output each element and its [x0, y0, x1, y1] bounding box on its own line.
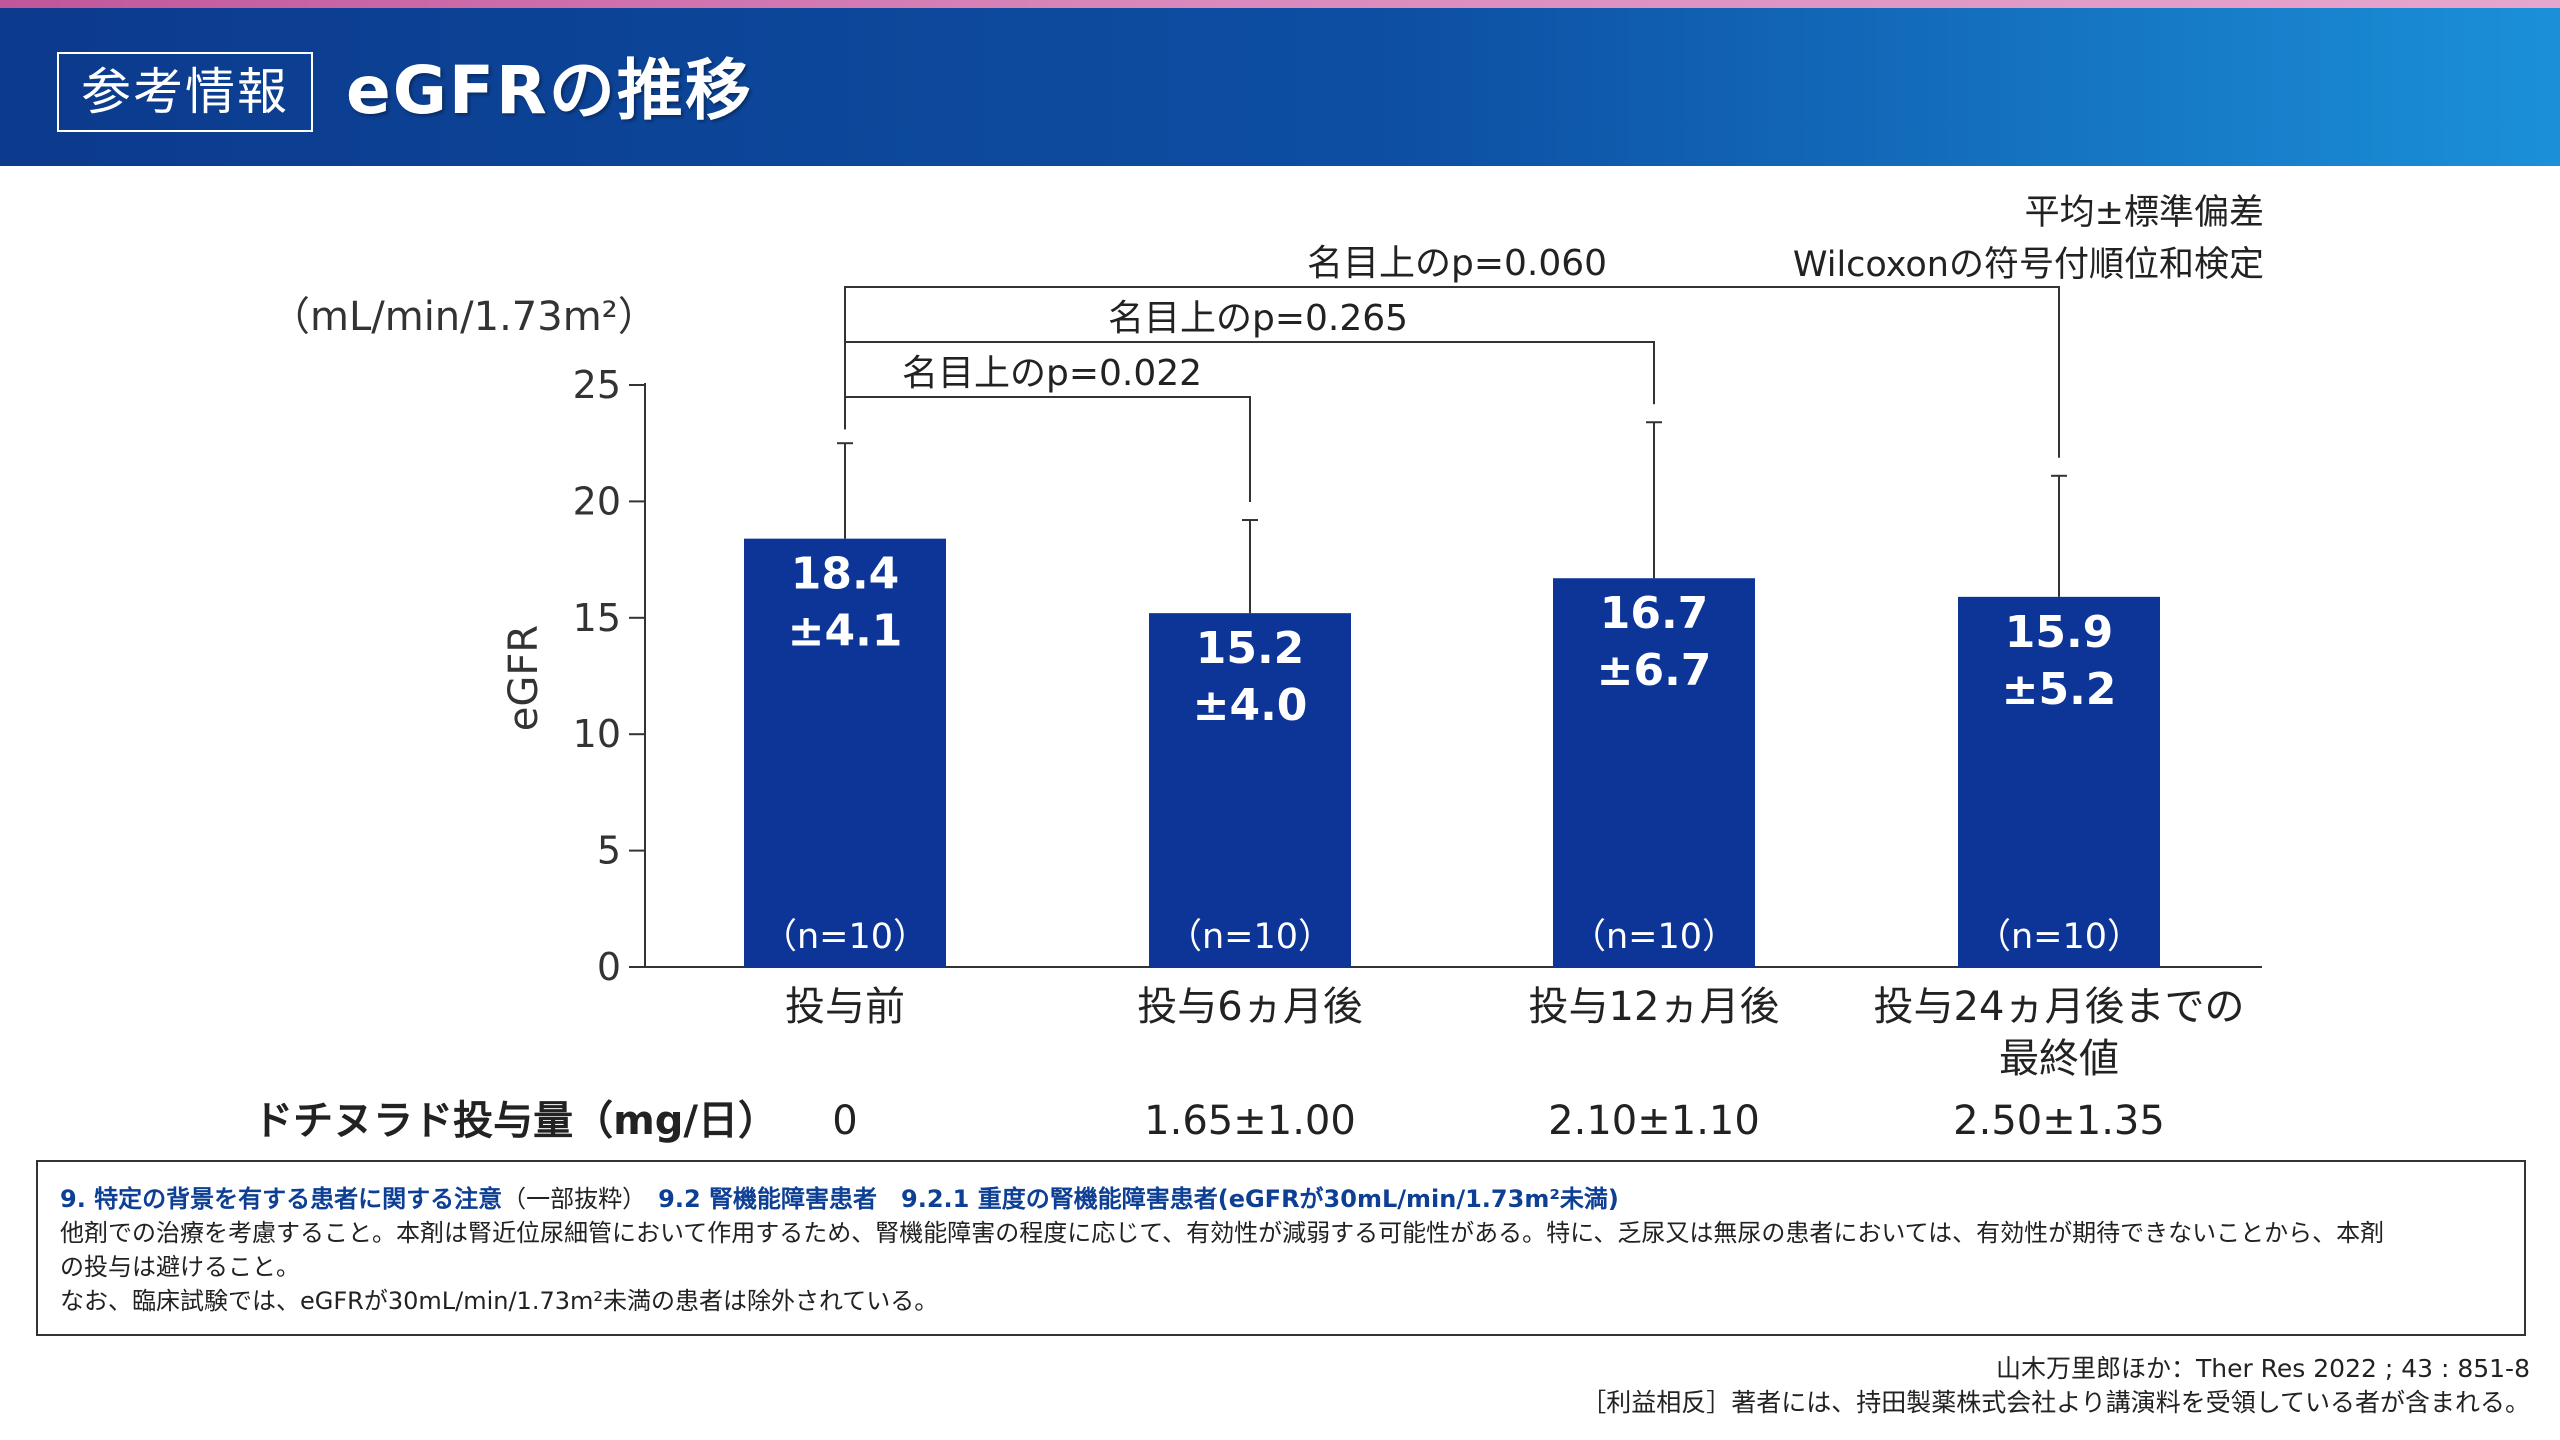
top-accent-line [0, 0, 2560, 8]
bar-n-label: （n=10） [762, 917, 928, 957]
y-axis-title: eGFR [501, 625, 547, 731]
bar-sd-label: ±4.0 [1193, 680, 1308, 731]
precaution-heading-renal: 9.2 腎機能障害患者 9.2.1 重度の腎機能障害患者(eGFRが30mL/m… [634, 1185, 1619, 1213]
category-label: 最終値 [1999, 1036, 2119, 1082]
y-tick-label: 0 [597, 945, 621, 989]
precaution-text-line3: なお、臨床試験では、eGFRが30mL/min/1.73m²未満の患者は除外され… [60, 1287, 939, 1315]
bar-n-label: （n=10） [1571, 917, 1737, 957]
dose-row-label: ドチヌラド投与量（mg/日） [253, 1098, 778, 1144]
dose-value: 2.10±1.10 [1548, 1098, 1760, 1144]
y-tick-label: 10 [573, 712, 621, 756]
bar-value-label: 15.9 [2005, 607, 2114, 658]
y-tick-label: 20 [573, 479, 621, 523]
comparison-p-label: 名目上のp=0.265 [1108, 298, 1408, 339]
stat-note-mean-sd: 平均±標準偏差 [2024, 193, 2264, 233]
bar-n-label: （n=10） [1167, 917, 1333, 957]
y-tick-label: 5 [597, 829, 621, 873]
bar-value-label: 16.7 [1600, 588, 1709, 639]
precaution-text-line1: 他剤での治療を考慮すること。本剤は腎近位尿細管において作用するため、腎機能障害の… [60, 1219, 2385, 1247]
category-label: 投与6ヵ月後 [1137, 984, 1362, 1030]
reference-badge: 参考情報 [57, 52, 313, 132]
conflict-of-interest: ［利益相反］著者には、持田製薬株式会社より講演料を受領している者が含まれる。 [1581, 1388, 2530, 1417]
category-label: 投与前 [785, 984, 905, 1030]
stat-note-test: Wilcoxonの符号付順位和検定 [1792, 245, 2264, 285]
bar [1149, 613, 1351, 967]
bar-value-label: 18.4 [791, 549, 900, 600]
egfr-bar-chart: 0 5 10 15 20 25 （mL/min/1.73m²） eGFR 18.4 ±4.1 （n=… [253, 243, 2262, 1144]
dose-value: 0 [832, 1098, 857, 1144]
dose-value: 1.65±1.00 [1144, 1098, 1356, 1144]
dose-value: 2.50±1.35 [1953, 1098, 2165, 1144]
category-label: 投与12ヵ月後 [1529, 984, 1780, 1030]
bar-value-label: 15.2 [1196, 623, 1305, 674]
page-title: eGFRの推移 [346, 52, 753, 129]
precaution-heading-excerpt: （一部抜粋） [502, 1185, 635, 1213]
bar [1958, 596, 2160, 967]
comparison-p-label: 名目上のp=0.060 [1307, 243, 1607, 284]
y-tick-label: 15 [573, 596, 621, 640]
comparison-bracket [844, 286, 2060, 458]
precaution-box: 9. 特定の背景を有する患者に関する注意（一部抜粋） 9.2 腎機能障害患者 9… [36, 1160, 2526, 1336]
y-unit-label: （mL/min/1.73m²） [270, 294, 658, 340]
bar [1553, 578, 1755, 967]
category-label: 投与24ヵ月後までの [1874, 984, 2245, 1030]
comparison-p-label: 名目上のp=0.022 [902, 353, 1202, 394]
bar-n-label: （n=10） [1976, 917, 2142, 957]
precaution-text-line2: の投与は避けること。 [60, 1253, 300, 1281]
comparison-bracket [844, 396, 1251, 503]
bar [744, 538, 946, 967]
y-tick-label: 25 [573, 363, 621, 407]
bar-sd-label: ±6.7 [1597, 645, 1712, 696]
precaution-heading-main: 9. 特定の背景を有する患者に関する注意 [60, 1185, 503, 1213]
header-bar: 参考情報 eGFRの推移 [0, 8, 2560, 166]
precaution-heading: 9. 特定の背景を有する患者に関する注意（一部抜粋） 9.2 腎機能障害患者 9… [60, 1182, 2500, 1216]
bar-sd-label: ±5.2 [2002, 664, 2117, 715]
bar-sd-label: ±4.1 [788, 606, 903, 657]
citation: 山木万里郎ほか：Ther Res 2022 ; 43 : 851-8 [1995, 1354, 2530, 1383]
